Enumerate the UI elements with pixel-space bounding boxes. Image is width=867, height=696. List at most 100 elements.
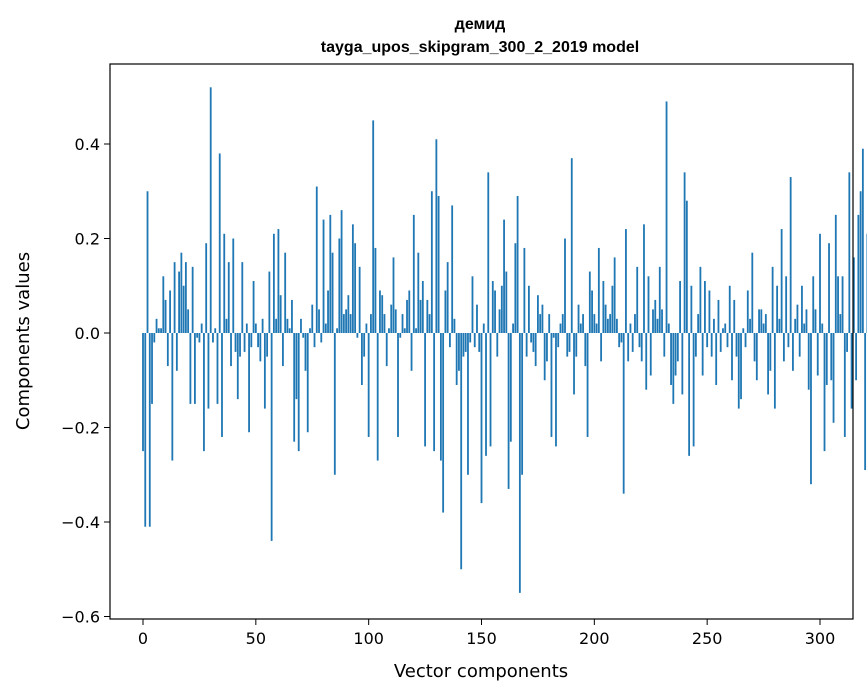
bar-268: [746, 290, 749, 333]
bar-34: [218, 153, 221, 333]
bar-104: [376, 333, 379, 461]
bar-61: [279, 295, 282, 333]
bar-246: [697, 314, 700, 333]
bar-60: [277, 229, 280, 333]
bar-116: [403, 328, 406, 333]
x-tick-label-4: 200: [579, 629, 610, 648]
bar-148: [476, 304, 478, 333]
bar-187: [564, 238, 566, 333]
bar-28: [205, 243, 208, 333]
bar-135: [446, 262, 449, 334]
bar-92: [349, 314, 352, 333]
bar-102: [372, 120, 375, 334]
bar-290: [796, 304, 799, 333]
bar-117: [406, 299, 408, 333]
bar-97: [360, 333, 363, 385]
bar-171: [527, 285, 530, 333]
bar-318: [859, 191, 862, 333]
bar-94: [354, 243, 357, 333]
bar-10: [164, 299, 167, 333]
bar-244: [692, 333, 695, 447]
bar-270: [751, 252, 754, 333]
bar-314: [850, 333, 853, 409]
bar-72: [304, 333, 307, 371]
bar-13: [171, 333, 174, 461]
bar-9: [162, 276, 165, 333]
bar-282: [778, 318, 781, 333]
bar-285: [785, 276, 788, 333]
bar-131: [437, 195, 440, 333]
bar-189: [568, 333, 571, 352]
y-tick-label-0: −0.6: [61, 608, 100, 627]
bar-293: [803, 323, 806, 333]
bar-300: [819, 233, 821, 333]
bar-264: [737, 333, 740, 409]
bar-67: [293, 333, 296, 442]
bar-185: [559, 323, 562, 333]
bar-307: [834, 214, 837, 334]
bar-154: [489, 333, 492, 447]
bar-14: [173, 262, 176, 334]
bar-273: [758, 309, 760, 334]
bar-194: [579, 323, 582, 333]
bar-112: [394, 309, 397, 334]
bar-238: [679, 281, 681, 333]
bar-247: [699, 266, 702, 333]
bar-191: [573, 333, 575, 395]
bar-243: [690, 285, 693, 333]
bar-303: [825, 333, 828, 385]
bar-53: [261, 318, 264, 333]
bar-23: [194, 333, 196, 404]
bar-24: [196, 333, 199, 338]
bar-275: [762, 323, 765, 333]
bar-263: [735, 333, 738, 357]
bar-239: [681, 333, 684, 395]
bar-203: [600, 333, 603, 362]
bar-297: [812, 276, 815, 333]
bar-19: [184, 262, 187, 334]
bar-73: [306, 333, 309, 433]
bar-183: [555, 333, 557, 447]
bar-50: [254, 323, 257, 333]
bar-157: [496, 333, 499, 357]
bar-91: [347, 295, 350, 333]
bar-195: [582, 314, 584, 333]
bar-260: [728, 285, 731, 333]
bar-89: [342, 314, 345, 333]
bar-170: [525, 333, 528, 357]
bar-143: [464, 333, 467, 352]
bar-52: [259, 333, 262, 362]
bar-156: [494, 290, 496, 333]
bar-240: [683, 172, 686, 333]
bar-77: [315, 186, 318, 333]
bar-153: [487, 172, 490, 333]
bar-223: [645, 333, 648, 390]
bar-309: [839, 314, 842, 333]
bar-63: [284, 252, 287, 333]
bar-125: [424, 333, 426, 447]
bar-64: [286, 318, 289, 333]
bar-214: [625, 229, 627, 333]
bar-228: [656, 318, 659, 333]
x-axis-ticks: 0 50 100 150 200 250 300: [138, 619, 835, 648]
bar-178: [543, 333, 546, 381]
bar-315: [852, 257, 855, 333]
bar-255: [717, 299, 720, 333]
bar-138: [453, 318, 456, 333]
bar-204: [602, 281, 605, 333]
bar-302: [823, 333, 826, 452]
bar-196: [584, 333, 587, 367]
bar-277: [767, 333, 769, 395]
bar-95: [356, 333, 359, 338]
chart-title-line1: демид: [455, 16, 506, 33]
bar-316: [855, 333, 858, 381]
bar-130: [435, 139, 438, 333]
bar-57: [270, 333, 273, 541]
bar-265: [740, 333, 742, 400]
bar-139: [455, 333, 458, 385]
bar-304: [828, 243, 830, 333]
x-tick-label-3: 150: [466, 629, 497, 648]
bar-274: [760, 309, 763, 334]
x-tick-label-5: 250: [692, 629, 723, 648]
bar-119: [410, 333, 413, 371]
